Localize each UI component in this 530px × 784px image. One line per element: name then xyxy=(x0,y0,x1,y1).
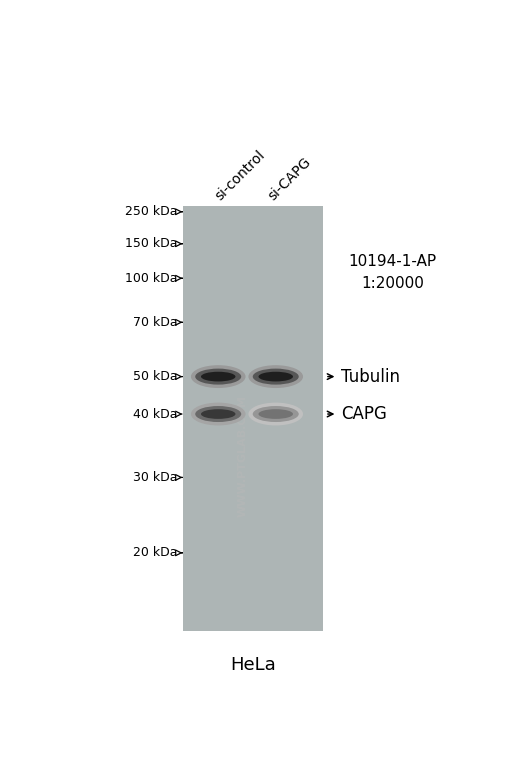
Text: CAPG: CAPG xyxy=(341,405,387,423)
Text: 70 kDa: 70 kDa xyxy=(132,316,177,328)
Ellipse shape xyxy=(195,368,241,385)
Ellipse shape xyxy=(259,372,293,382)
Text: 50 kDa: 50 kDa xyxy=(132,370,177,383)
Ellipse shape xyxy=(253,368,299,385)
Text: 100 kDa: 100 kDa xyxy=(125,272,177,285)
Text: Tubulin: Tubulin xyxy=(341,368,401,386)
Text: HeLa: HeLa xyxy=(230,655,276,673)
Text: si-control: si-control xyxy=(213,147,268,203)
Ellipse shape xyxy=(191,365,245,388)
Text: WWW.PTGLAB.COM: WWW.PTGLAB.COM xyxy=(238,395,248,517)
Ellipse shape xyxy=(195,406,241,422)
Text: 40 kDa: 40 kDa xyxy=(132,408,177,420)
Text: 250 kDa: 250 kDa xyxy=(125,205,177,218)
Ellipse shape xyxy=(259,409,293,419)
Text: 150 kDa: 150 kDa xyxy=(125,238,177,250)
Ellipse shape xyxy=(249,365,303,388)
Ellipse shape xyxy=(201,372,235,382)
Ellipse shape xyxy=(201,409,235,419)
Ellipse shape xyxy=(249,403,303,426)
Ellipse shape xyxy=(191,403,245,426)
Bar xyxy=(183,205,323,631)
Text: 30 kDa: 30 kDa xyxy=(132,471,177,484)
Ellipse shape xyxy=(253,406,299,422)
Text: 20 kDa: 20 kDa xyxy=(132,546,177,559)
Text: 10194-1-AP
1:20000: 10194-1-AP 1:20000 xyxy=(349,253,437,291)
Text: si-CAPG: si-CAPG xyxy=(266,154,314,203)
